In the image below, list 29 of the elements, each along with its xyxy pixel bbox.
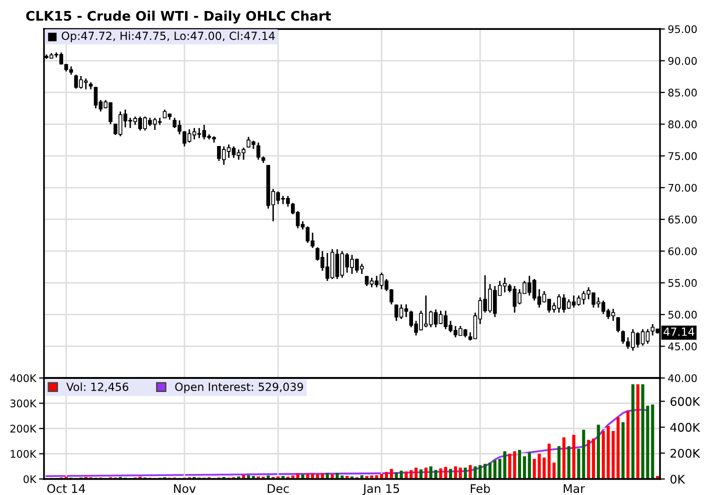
y-tick-label: 45.00: [668, 342, 697, 350]
y-tick-label: 65.00: [668, 216, 697, 224]
y-tick-label: 60.00: [668, 247, 697, 256]
y-tick-label: 50.00: [668, 310, 697, 319]
y-tick-label: 200K: [10, 424, 37, 433]
x-tick-label: Oct 14: [47, 484, 86, 493]
y-tick-label: 70.00: [668, 184, 697, 192]
y-tick-label: 80.00: [668, 120, 697, 128]
x-tick-label: Mar: [564, 484, 585, 493]
legend-label: Vol: 12,456: [66, 382, 128, 392]
y2-tick-label: 600K: [670, 397, 700, 406]
chart-title: CLK15 - Crude Oil WTI - Daily OHLC Chart: [26, 10, 331, 24]
x-tick-label: Nov: [174, 484, 196, 493]
y-tick-label: 85.00: [668, 88, 697, 97]
legend-label: Open Interest: 529,039: [175, 382, 304, 394]
x-tick-label: Jan 15: [362, 484, 400, 495]
x-tick-label: Feb: [470, 484, 490, 493]
y-tick-label: 95.00: [668, 25, 697, 34]
y-tick-label: 90.00: [668, 56, 697, 65]
annotation: ■ Op:47.72, Hi:47.75, Lo:47.00, Cl:47.14: [48, 31, 275, 42]
y-tick-label: 75.00: [668, 152, 697, 160]
y-tick-label: 400K: [10, 374, 37, 382]
y-tick-label: 40.00: [668, 374, 697, 382]
y-tick-label: 55.00: [668, 279, 697, 287]
text: 47.14: [664, 328, 694, 336]
x-tick-label: Dec: [268, 484, 289, 493]
y-tick-label: 100K: [10, 450, 37, 458]
y-tick-label: 0K: [24, 475, 37, 484]
y-tick-label: 300K: [10, 399, 37, 408]
